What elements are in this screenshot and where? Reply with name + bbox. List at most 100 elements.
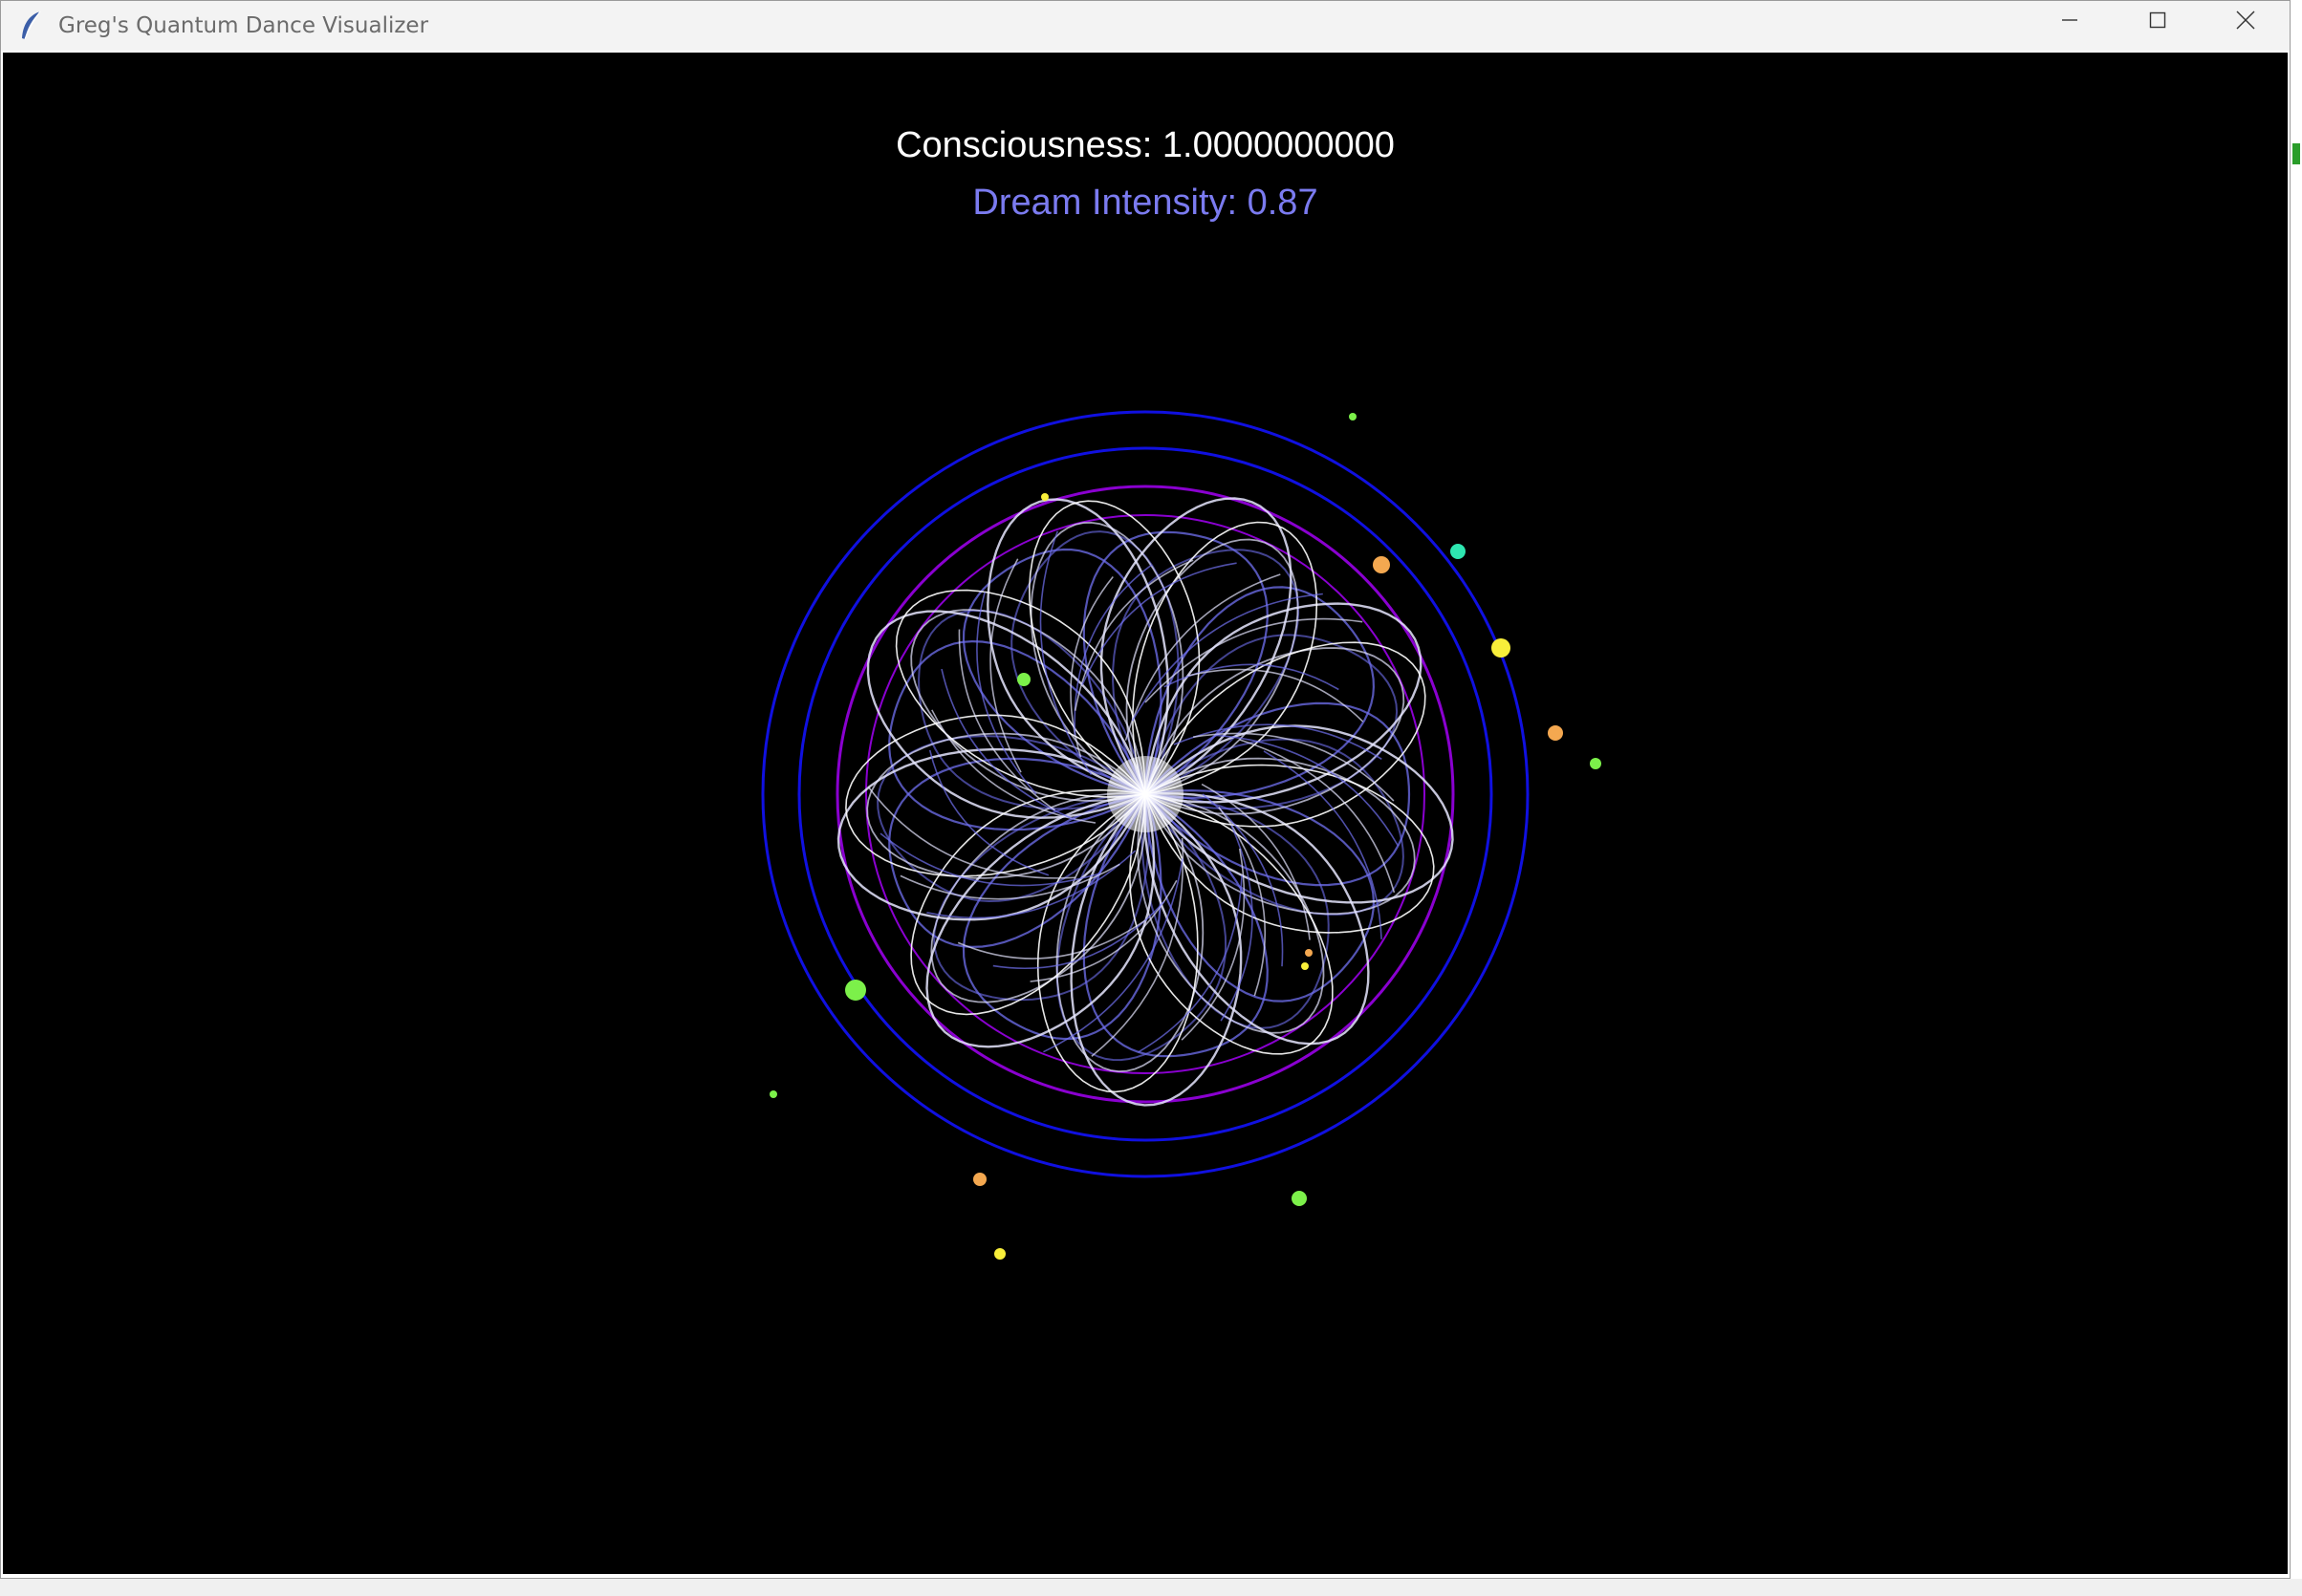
swirl-strand — [1138, 874, 1243, 1053]
petal-loop — [962, 548, 1162, 796]
petal-loop — [910, 609, 1146, 802]
title-bar[interactable]: Greg's Quantum Dance Visualizer — [1, 1, 2290, 51]
particle-dot — [770, 1090, 777, 1098]
petal-loop — [1028, 500, 1201, 795]
particle-dot — [1041, 493, 1049, 501]
petal-loop — [1137, 793, 1325, 1034]
particle-dot — [1349, 413, 1357, 421]
background-marker — [2292, 143, 2300, 164]
petal-loop — [866, 732, 1146, 879]
background-window-edge — [2291, 0, 2302, 1596]
petal-loop — [845, 714, 1146, 877]
petal-loop — [1112, 549, 1300, 795]
close-button[interactable] — [2202, 1, 2290, 39]
swirl-strand — [1124, 573, 1281, 741]
petal-loop — [1055, 793, 1205, 1073]
consciousness-readout: Consciousness: 1.0000000000 — [896, 125, 1395, 165]
swirl-strand — [958, 629, 1055, 811]
swirl-strand — [1131, 593, 1323, 722]
swirl-strand — [957, 919, 1146, 960]
core-glow — [1107, 756, 1184, 832]
swirl-strand — [992, 900, 1165, 969]
petal-loop — [930, 792, 1147, 1003]
swirl-strand — [1091, 837, 1184, 1057]
window-title: Greg's Quantum Dance Visualizer — [58, 13, 429, 38]
particle-dot — [1590, 758, 1601, 769]
orbit-ring — [865, 514, 1425, 1074]
orbit-ring — [836, 485, 1455, 1104]
swirl-strand — [1201, 783, 1311, 940]
swirl-strand — [1215, 734, 1400, 847]
swirl-strand — [1043, 858, 1184, 1053]
swirl-strand — [867, 786, 1075, 879]
swirl-strand — [976, 592, 1037, 795]
orbit-rings — [761, 410, 1530, 1178]
particle-dot — [1450, 544, 1466, 559]
petal-loop — [1143, 788, 1376, 1003]
particle-dot — [1292, 1191, 1307, 1206]
swirl-strand — [1039, 530, 1093, 775]
swirl-strand — [941, 668, 1075, 821]
feather-icon — [14, 9, 49, 43]
taskbar-edge — [0, 1579, 2302, 1596]
swirl-strand — [989, 558, 1022, 773]
petal-loop — [1082, 530, 1269, 795]
particle-dot — [845, 980, 866, 1001]
window-controls — [2026, 1, 2290, 51]
swirl-strand — [1074, 559, 1194, 711]
swirl-strand — [880, 832, 1100, 887]
petal-loop — [1030, 521, 1184, 795]
petal-loop — [1144, 701, 1411, 887]
close-icon — [2236, 11, 2255, 30]
swirl-strand — [1144, 617, 1363, 703]
particle-dot — [1491, 638, 1510, 658]
swirl-strand — [1187, 668, 1364, 723]
petal-loop — [1144, 738, 1404, 916]
petal-loop — [1144, 647, 1405, 815]
particle-dot — [1305, 949, 1313, 957]
particle-dot — [1548, 725, 1563, 741]
maximize-button[interactable] — [2114, 1, 2202, 39]
swirl-strand — [1192, 732, 1395, 802]
petal-loop — [1144, 634, 1399, 810]
particle-field — [770, 413, 1601, 1260]
particle-dot — [1017, 673, 1031, 686]
petal-loop — [1055, 793, 1227, 1062]
swirl-strand — [1263, 750, 1382, 939]
swirl-strand — [1081, 562, 1237, 686]
swirl-strand — [1163, 663, 1339, 691]
visualizer-canvas[interactable]: Consciousness: 1.0000000000 Dream Intens… — [3, 53, 2288, 1574]
particle-dot — [994, 1248, 1006, 1260]
petal-loop — [910, 788, 1146, 1016]
swirl-strand — [1181, 848, 1246, 1041]
petal-loop — [877, 735, 1146, 903]
particle-dot — [1373, 556, 1390, 573]
petal-loop — [1125, 538, 1299, 795]
minimize-button[interactable] — [2026, 1, 2114, 39]
petal-loop — [888, 639, 1147, 831]
dream-intensity-readout: Dream Intensity: 0.87 — [972, 183, 1318, 223]
petal-loop — [1144, 764, 1435, 934]
petal-loop — [1010, 530, 1180, 795]
quantum-visualization — [761, 410, 1601, 1260]
swirl-strand — [1220, 825, 1253, 1022]
orbit-ring — [797, 446, 1493, 1142]
swirl-strand — [900, 863, 1120, 900]
petal-web — [836, 497, 1454, 1107]
petal-loop — [1144, 641, 1426, 828]
swirl-strand — [928, 749, 1050, 876]
maximize-icon — [2149, 11, 2166, 29]
petal-loop — [1140, 793, 1330, 1029]
petal-loop — [888, 757, 1147, 949]
minimize-icon — [2062, 19, 2077, 21]
petal-loop — [1144, 757, 1416, 916]
swirl-strand — [1239, 739, 1396, 894]
petal-loop — [1036, 793, 1199, 1093]
particle-dot — [1301, 962, 1309, 970]
swirl-strand — [926, 850, 1137, 919]
orbit-ring — [761, 410, 1530, 1178]
particle-dot — [973, 1173, 987, 1186]
petal-loop — [895, 589, 1146, 798]
petal-loop — [1082, 793, 1269, 1058]
